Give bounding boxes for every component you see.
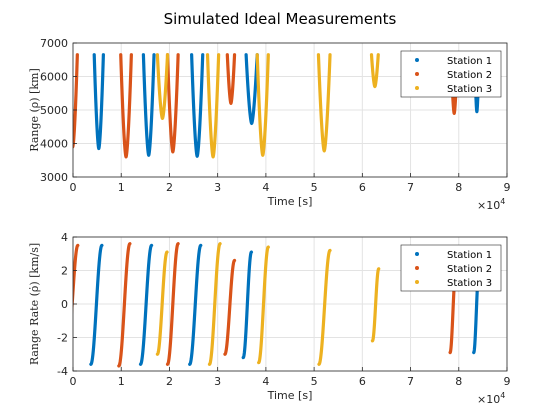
measurement-pass <box>141 53 156 157</box>
range-axes: 0 1 2 3 4 5 6 7 8 9 3000 4000 5000 6000 7000 Time [s] Ra… <box>28 37 511 212</box>
y-axis-label: Range Rate (ρ̇) [km/s] <box>28 243 41 365</box>
x-tick-label: 3 <box>214 375 221 388</box>
measurement-pass <box>255 53 270 157</box>
measurement-pass <box>73 243 80 315</box>
y-tick-label: 6000 <box>40 71 68 84</box>
x-tick-label: 7 <box>407 375 414 388</box>
measurement-pass <box>241 250 254 360</box>
y-tick-label: 4 <box>61 231 68 244</box>
measurement-pass <box>205 53 221 159</box>
legend-label: Station 1 <box>447 56 492 67</box>
measurement-pass <box>117 242 132 368</box>
x-tick-label: 7 <box>407 181 414 194</box>
legend-marker <box>415 86 419 90</box>
legend-marker <box>415 266 419 270</box>
legend-label: Station 3 <box>447 278 492 289</box>
measurement-pass <box>257 245 270 365</box>
legend-marker <box>415 280 419 284</box>
y-tick-label: 0 <box>61 298 68 311</box>
x-tick-label: 2 <box>166 181 173 194</box>
x-axis-label: Time [s] <box>267 195 313 208</box>
legend-marker <box>415 252 419 256</box>
legend-marker <box>415 58 419 62</box>
x-tick-label: 1 <box>118 375 125 388</box>
measurement-pass <box>119 53 133 159</box>
x-axis-label: Time [s] <box>267 389 313 402</box>
measurement-pass <box>317 248 332 366</box>
measurement-pass <box>190 53 205 158</box>
measurement-pass <box>89 243 104 366</box>
x-tick-label: 8 <box>455 375 462 388</box>
y-axis-label: Range (ρ) [km] <box>28 68 41 151</box>
x-tick-label: 5 <box>311 375 318 388</box>
legend-label: Station 1 <box>447 250 492 261</box>
y-tick-label: -2 <box>57 332 68 345</box>
figure-title: Simulated Ideal Measurements <box>164 10 397 28</box>
measurement-pass <box>188 243 203 366</box>
data-layer <box>73 242 481 368</box>
y-tick-label: 4000 <box>40 138 68 151</box>
x-tick-label: 6 <box>359 375 366 388</box>
measurement-pass <box>223 258 237 356</box>
x-tick-label: 2 <box>166 375 173 388</box>
y-tick-label: 2 <box>61 265 68 278</box>
y-tick-label: 3000 <box>40 171 68 184</box>
y-tick-label: 7000 <box>40 37 68 50</box>
x-tick-label: 4 <box>262 181 269 194</box>
x-tick-label: 9 <box>504 181 511 194</box>
x-tick-label: 4 <box>262 375 269 388</box>
x-tick-label: 8 <box>455 181 462 194</box>
x-exponent-label: ×104 <box>477 391 505 406</box>
measurement-pass <box>73 53 79 149</box>
measurement-pass <box>165 53 180 154</box>
measurement-pass <box>225 53 237 105</box>
measurement-pass <box>316 53 332 153</box>
legend-label: Station 2 <box>447 70 492 81</box>
x-tick-label: 5 <box>311 181 318 194</box>
legend-label: Station 3 <box>447 84 492 95</box>
x-tick-label: 0 <box>70 181 77 194</box>
y-tick-label: -4 <box>57 365 68 378</box>
x-tick-label: 1 <box>118 181 125 194</box>
measurement-pass <box>92 53 105 151</box>
x-tick-label: 9 <box>504 375 511 388</box>
measurement-pass <box>370 267 381 343</box>
legend-label: Station 2 <box>447 264 492 275</box>
measurement-pass <box>244 53 259 125</box>
y-tick-label: 5000 <box>40 104 68 117</box>
x-exponent-label: ×104 <box>477 197 505 212</box>
measurement-pass <box>369 53 380 89</box>
measurement-pass <box>138 243 154 366</box>
measurement-pass <box>207 242 222 366</box>
measurement-pass <box>165 242 180 366</box>
x-tick-label: 3 <box>214 181 221 194</box>
x-tick-label: 0 <box>70 375 77 388</box>
measurement-pass <box>155 250 169 356</box>
x-tick-label: 6 <box>359 181 366 194</box>
measurement-pass <box>155 53 170 120</box>
legend-marker <box>415 72 419 76</box>
